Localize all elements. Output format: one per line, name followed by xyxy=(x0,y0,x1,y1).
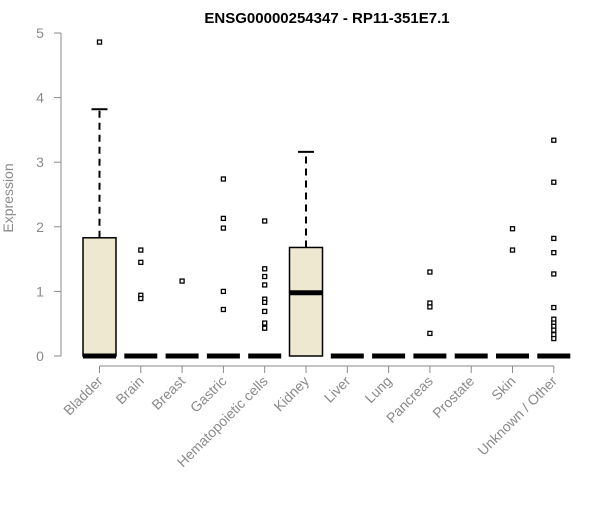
outlier-point xyxy=(262,308,268,315)
y-tick-label: 0 xyxy=(36,348,44,364)
outlier-point xyxy=(262,299,268,306)
outlier-point xyxy=(220,215,227,222)
outlier-point xyxy=(509,226,516,232)
y-axis: 0 1 2 3 4 5 xyxy=(36,25,62,364)
y-axis-label: Expression xyxy=(0,163,16,232)
outlier-point xyxy=(427,304,433,310)
x-tick-label: Kidney xyxy=(271,373,313,415)
outlier-point xyxy=(427,330,433,337)
box-4 xyxy=(206,176,240,359)
box-series xyxy=(82,39,571,359)
box-11 xyxy=(496,226,529,359)
outlier-point xyxy=(509,247,516,253)
x-tick-label: Bladder xyxy=(60,373,106,419)
outlier-point xyxy=(551,137,557,143)
outlier-point xyxy=(138,247,144,253)
outlier-point xyxy=(551,304,557,311)
y-tick-label: 2 xyxy=(36,219,44,235)
y-tick-label: 1 xyxy=(36,283,44,299)
x-tick-label: Breast xyxy=(148,373,188,413)
outlier-point xyxy=(179,278,185,284)
x-tick-label: Skin xyxy=(488,373,519,404)
outlier-point xyxy=(262,273,268,280)
outlier-point xyxy=(262,282,268,288)
y-tick-label: 3 xyxy=(36,154,44,170)
box-5 xyxy=(248,218,282,359)
box-9 xyxy=(413,269,447,359)
x-tick-label: Prostate xyxy=(429,373,477,421)
box-12 xyxy=(537,137,571,359)
outlier-point xyxy=(220,225,227,231)
outlier-point xyxy=(220,176,227,182)
outlier-point xyxy=(551,235,557,242)
outlier-point xyxy=(96,39,103,45)
x-tick-label: Lung xyxy=(361,373,394,406)
outlier-point xyxy=(551,271,557,277)
y-tick-label: 5 xyxy=(36,25,44,41)
outlier-point xyxy=(551,335,557,342)
outlier-point xyxy=(262,218,268,224)
outlier-point xyxy=(262,325,268,331)
x-tick-label: Brain xyxy=(112,373,146,407)
outlier-point xyxy=(138,295,144,302)
box-1 xyxy=(82,39,117,359)
outlier-point xyxy=(262,320,268,326)
outlier-point xyxy=(262,266,268,272)
outlier-point xyxy=(551,179,557,185)
outlier-point xyxy=(551,327,557,333)
outlier-point xyxy=(138,259,144,265)
x-tick-label: Liver xyxy=(321,373,354,406)
outlier-point xyxy=(220,306,227,313)
box-body xyxy=(82,237,117,357)
box-3 xyxy=(165,278,199,359)
box-6 xyxy=(288,150,324,357)
outlier-point xyxy=(220,288,227,295)
box-body xyxy=(288,246,324,357)
outlier-point xyxy=(551,249,557,256)
y-tick-label: 4 xyxy=(36,90,44,106)
chart-title: ENSG00000254347 - RP11-351E7.1 xyxy=(204,10,449,27)
outlier-point xyxy=(427,269,433,275)
box-2 xyxy=(124,247,158,359)
